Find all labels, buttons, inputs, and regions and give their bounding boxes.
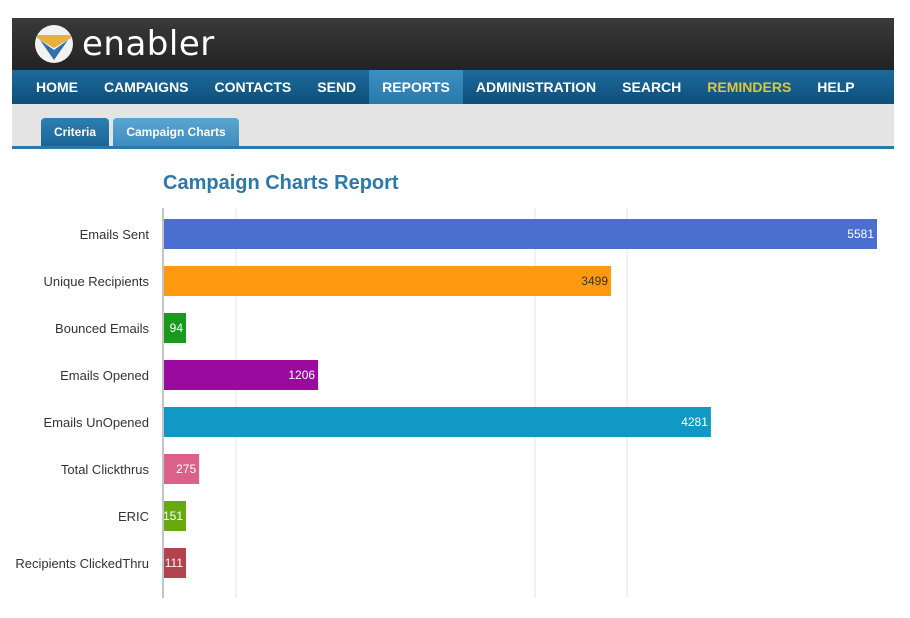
- sub-nav-divider: [12, 146, 894, 149]
- bar-value-label: 111: [165, 556, 184, 570]
- category-label: Emails Sent: [80, 227, 150, 242]
- bar[interactable]: [164, 313, 186, 343]
- bar[interactable]: [164, 219, 877, 249]
- campaign-bar-chart: Emails Sent 5581 Unique Recipients 3499 Boun…: [15, 208, 877, 598]
- bar-value-label: 94: [170, 321, 184, 335]
- nav-contacts[interactable]: CONTACTS: [214, 79, 292, 95]
- tab-criteria[interactable]: Criteria: [41, 118, 109, 146]
- category-label: Emails UnOpened: [44, 415, 150, 430]
- nav-campaigns[interactable]: CAMPAIGNS: [104, 79, 189, 95]
- page-title: Campaign Charts Report: [163, 172, 399, 194]
- logo[interactable]: enabler: [34, 24, 215, 64]
- nav-help[interactable]: HELP: [817, 79, 855, 95]
- top-bar: enabler: [12, 18, 894, 70]
- bar-value-label: 275: [176, 462, 196, 476]
- bar[interactable]: [164, 548, 186, 578]
- nav-send[interactable]: SEND: [317, 79, 357, 95]
- category-label: Recipients ClickedThru: [15, 556, 149, 571]
- category-label: Total Clickthrus: [61, 462, 150, 477]
- logo-text: enabler: [82, 24, 215, 64]
- bar[interactable]: [164, 266, 612, 296]
- bar-value-label: 3499: [581, 274, 608, 288]
- bar-value-label: 151: [163, 509, 183, 523]
- bar-value-label: 1206: [288, 368, 315, 382]
- bar[interactable]: [164, 501, 186, 531]
- main-nav: HOME CAMPAIGNS CONTACTS SEND REPORTS ADM…: [12, 70, 894, 104]
- nav-search[interactable]: SEARCH: [622, 79, 682, 95]
- category-label: ERIC: [118, 509, 149, 524]
- bar[interactable]: [164, 407, 711, 437]
- app-window: enabler HOME CAMPAIGNS CONTACTS SEND REP…: [12, 18, 894, 598]
- bar-value-label: 5581: [847, 227, 874, 241]
- category-label: Emails Opened: [60, 368, 149, 383]
- nav-administration[interactable]: ADMINISTRATION: [475, 79, 597, 95]
- category-label: Unique Recipients: [43, 274, 149, 289]
- category-label: Bounced Emails: [55, 321, 149, 336]
- nav-home[interactable]: HOME: [36, 79, 78, 95]
- nav-reminders[interactable]: REMINDERS: [707, 79, 792, 95]
- bar-value-label: 4281: [681, 415, 708, 429]
- bar[interactable]: [164, 360, 319, 390]
- bar[interactable]: [164, 454, 200, 484]
- tab-campaign-charts[interactable]: Campaign Charts: [113, 118, 239, 146]
- nav-reports[interactable]: REPORTS: [369, 70, 463, 104]
- enabler-logo-icon: [35, 25, 73, 63]
